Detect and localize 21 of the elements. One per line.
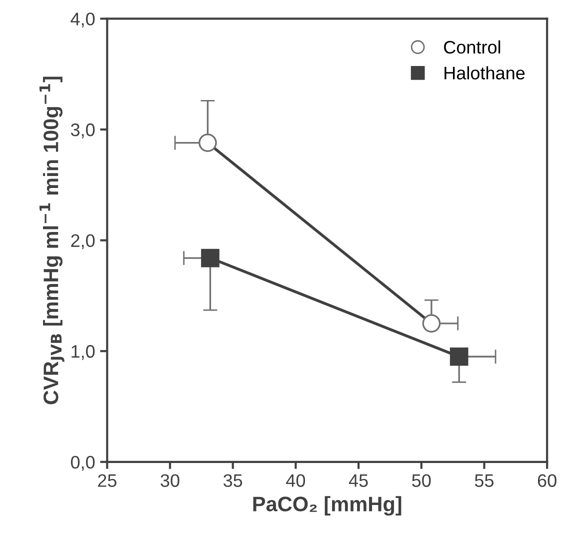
x-tick-label: 40: [286, 474, 306, 487]
x-tick-label: 35: [224, 474, 242, 487]
y-axis-title: CVR$_{JVB}$ [mmHg ml$^{−1}$ min 100g$^{−1}$]: [39, 76, 64, 404]
y-tick-label: 0,0: [70, 456, 95, 471]
y-tick-label: 2,0: [71, 234, 95, 250]
y-tick-label: 3,0: [70, 123, 95, 138]
x-tick-label: 25: [98, 474, 116, 487]
legend-label: Halothane: [444, 66, 525, 80]
point: [201, 248, 220, 268]
y-tick-label: 4,0: [70, 12, 95, 28]
x-tick-label: 55: [474, 474, 494, 487]
x-tick-label: 60: [538, 474, 556, 487]
legend-label: Control: [444, 40, 500, 54]
point: [198, 134, 217, 152]
x-tick-label: 30: [160, 474, 180, 487]
x-tick-label: 50: [412, 474, 431, 487]
point: [422, 314, 441, 333]
y-tick-label: 1,0: [72, 345, 95, 360]
x-tick-label: 45: [348, 474, 368, 487]
point: [450, 347, 468, 366]
x-axis-title: PaCO₂ [mmHg]: [253, 496, 402, 516]
